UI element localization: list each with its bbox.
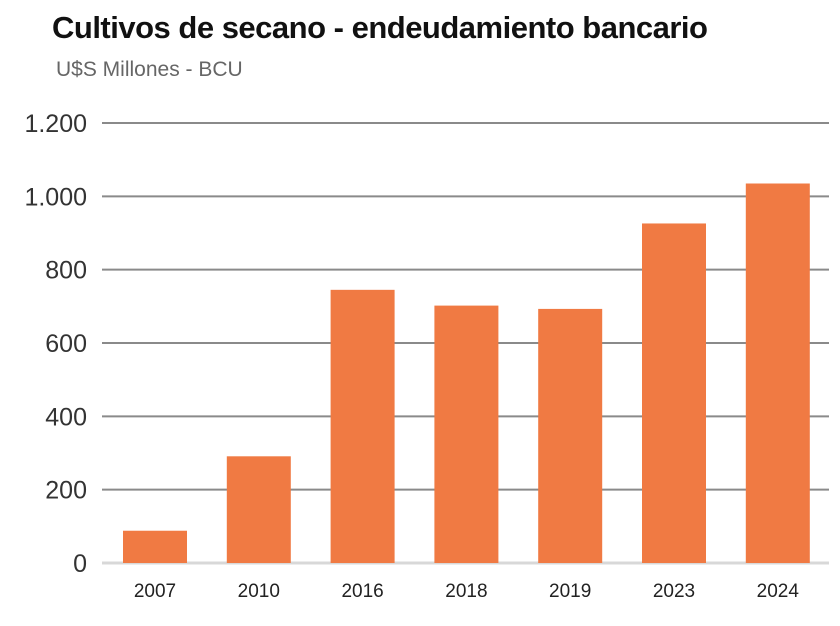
x-tick-label: 2016 xyxy=(341,581,383,602)
x-tick-label: 2007 xyxy=(134,581,176,602)
x-tick-label: 2024 xyxy=(757,581,800,602)
bar-2024 xyxy=(745,183,810,563)
bar-2018 xyxy=(434,305,499,563)
y-tick-label: 600 xyxy=(45,330,87,358)
bar-2010 xyxy=(226,456,291,563)
chart-subtitle: U$S Millones - BCU xyxy=(56,58,243,81)
y-tick-label: 400 xyxy=(45,403,87,431)
y-tick-label: 800 xyxy=(45,257,87,285)
y-tick-label: 0 xyxy=(73,550,87,578)
bar-2023 xyxy=(642,223,706,563)
x-tick-label: 2018 xyxy=(445,581,487,602)
y-tick-label: 1.200 xyxy=(24,110,87,138)
y-tick-label: 1.000 xyxy=(24,183,87,211)
y-tick-label: 200 xyxy=(45,477,87,505)
bar-2016 xyxy=(330,289,395,563)
x-tick-label: 2019 xyxy=(549,581,591,602)
bar-2019 xyxy=(538,308,603,563)
chart-title: Cultivos de secano - endeudamiento banca… xyxy=(52,10,708,45)
x-tick-label: 2023 xyxy=(653,581,695,602)
bar-2007 xyxy=(123,530,187,563)
x-tick-label: 2010 xyxy=(238,581,280,602)
